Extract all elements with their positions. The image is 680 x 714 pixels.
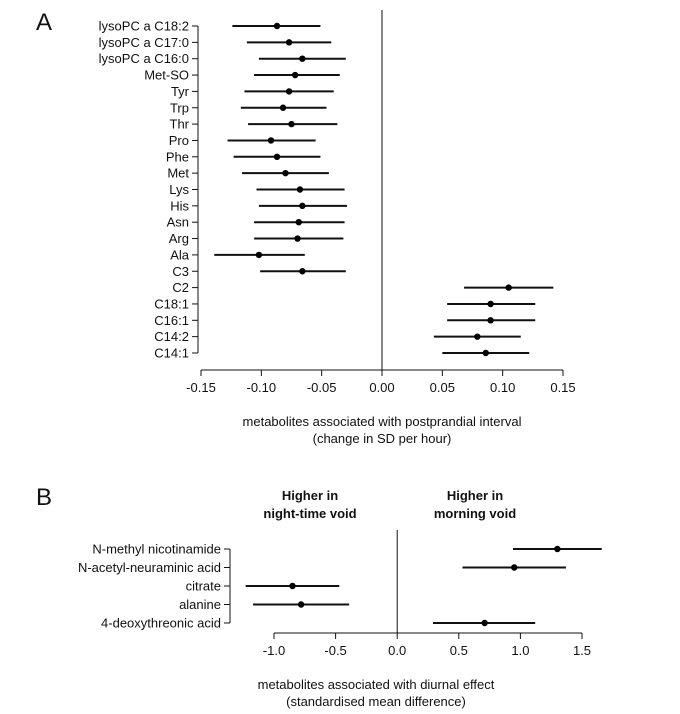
panel-a-category-label: C18:1 (154, 296, 189, 311)
panel-b-category-label: 4-deoxythreonic acid (101, 616, 221, 631)
panel-a-point (296, 186, 304, 193)
panel-a-point (482, 349, 489, 357)
panel-a-point (285, 39, 293, 46)
panel-a-category-label: lysoPC a C17:0 (99, 35, 189, 50)
panel-a-xlabel-line1: metabolites associated with postprandial… (243, 414, 522, 429)
panel-b-category-label: N-methyl nicotinamide (92, 542, 221, 557)
panel-a-category-label: Ala (170, 247, 190, 262)
panel-a-point (291, 71, 299, 79)
panel-a-point (487, 300, 494, 308)
panel-a-point (299, 202, 306, 210)
panel-a-category-label: C14:1 (154, 346, 189, 361)
panel-a-x-tick-label: 0.00 (369, 380, 394, 395)
panel-a-category-label: C16:1 (154, 313, 189, 328)
panel-b-header-right-line2: morning void (434, 506, 516, 521)
panel-b-x-tick-label: -1.0 (263, 643, 285, 658)
panel-b-plot: -1.0 -0.5 0.0 0.5 1.0 1.5 N-methyl nicotinamid… (78, 530, 602, 658)
panel-a-category-label: His (170, 198, 189, 213)
panel-a-plot: -0.15 -0.10 -0.05 0.00 0.05 0.10 0.15 lysoPC a … (99, 10, 576, 395)
panel-b-point (481, 619, 488, 627)
panel-a-point (288, 120, 295, 128)
panel-a-x-tick-label: -0.05 (307, 380, 337, 395)
panel-a-x-tick-label: 0.05 (430, 380, 455, 395)
panel-a-category-label: Pro (169, 133, 189, 148)
panel-a-category-label: C14:2 (154, 329, 189, 344)
panel-a-category-label: C2 (172, 280, 189, 295)
panel-a-category-label: C3 (172, 264, 189, 279)
panel-b-x-tick-label: 1.0 (511, 643, 529, 658)
panel-a-point (295, 219, 302, 226)
panel-a-point (285, 88, 293, 95)
panel-a-xlabel-line2: (change in SD per hour) (313, 431, 452, 446)
panel-a-point (273, 22, 281, 30)
panel-a-point (505, 284, 512, 291)
panel-b-category-label: citrate (186, 579, 221, 594)
panel-b-x-tick-label: 1.5 (573, 643, 591, 658)
panel-b-point (289, 582, 296, 590)
panel-a-point (255, 251, 263, 259)
panel-a-point (273, 153, 281, 160)
panel-b-header-right-line1: Higher in (447, 488, 503, 503)
panel-a-category-label: Tyr (171, 84, 190, 99)
panel-a-category-label: lysoPC a C18:2 (99, 19, 189, 34)
panel-b-point (511, 564, 518, 571)
panel-b-point (297, 601, 305, 608)
panel-a-category-label: Met (167, 166, 189, 181)
panel-a-x-tick-label: -0.15 (186, 380, 216, 395)
panel-a-point (299, 55, 306, 62)
panel-b-x-tick-label: 0.0 (388, 643, 406, 658)
panel-a-category-label: Trp (170, 100, 189, 115)
panel-a-point (282, 169, 289, 177)
panel-a-point (294, 235, 301, 242)
panel-a-category-label: Asn (167, 215, 189, 230)
panel-a-label: A (36, 9, 52, 36)
panel-a-category-label: Thr (170, 117, 190, 132)
panel-b-point (554, 545, 561, 553)
panel-b-xlabel-line2: (standardised mean difference) (286, 694, 466, 709)
panel-b-header-left-line1: Higher in (282, 488, 338, 503)
panel-a-point (487, 317, 494, 324)
panel-a-point (279, 104, 287, 111)
panel-a-category-label: Phe (166, 149, 189, 164)
panel-b-xlabel-line1: metabolites associated with diurnal effe… (258, 677, 495, 692)
panel-a-point (267, 137, 275, 144)
panel-a-category-label: Arg (169, 231, 189, 246)
panel-a-point (299, 268, 306, 275)
panel-a-x-tick-label: 0.10 (490, 380, 515, 395)
panel-a-x-tick-label: 0.15 (550, 380, 575, 395)
panel-b-x-tick-label: 0.5 (450, 643, 468, 658)
panel-b-header-left-line2: night-time void (263, 506, 356, 521)
panel-a-category-label: Met-SO (144, 68, 189, 83)
panel-b-x-tick-label: -0.5 (324, 643, 346, 658)
panel-a-category-label: lysoPC a C16:0 (99, 51, 189, 66)
panel-b-label: B (36, 484, 52, 511)
panel-b-category-label: alanine (179, 597, 221, 612)
panel-a-x-tick-label: -0.10 (247, 380, 277, 395)
panel-b-category-label: N-acetyl-neuraminic acid (78, 560, 221, 575)
panel-a-category-label: Lys (169, 182, 189, 197)
panel-a-point (474, 333, 481, 340)
